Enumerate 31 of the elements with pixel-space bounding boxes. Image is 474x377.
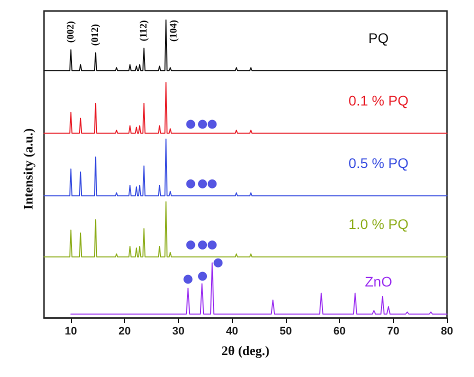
point	[198, 179, 208, 188]
x-tick-label: 70	[387, 326, 400, 338]
point	[198, 240, 208, 250]
annotation: (012)	[90, 24, 102, 46]
x-tick-label: 10	[64, 326, 77, 338]
point	[208, 179, 217, 188]
point	[186, 120, 196, 129]
point	[198, 120, 208, 129]
series-label: 1.0 % PQ	[348, 216, 409, 232]
point	[186, 179, 196, 188]
x-axis-title: 2θ (deg.)	[222, 343, 270, 358]
point	[214, 258, 223, 268]
point	[198, 272, 208, 281]
point	[208, 120, 217, 129]
y-axis-title: Intensity (a.u.)	[20, 128, 36, 210]
series-label: ZnO	[364, 273, 392, 290]
x-tick-label: 60	[333, 326, 346, 338]
x-tick-label: 50	[280, 326, 292, 338]
point	[184, 274, 193, 284]
annotation: (112)	[138, 20, 150, 42]
x-tick-label: 30	[172, 326, 184, 338]
series-label: PQ	[368, 30, 389, 46]
x-tick-label: 80	[440, 326, 454, 338]
x-tick-label: 20	[118, 326, 131, 338]
series-label: 0.1 % PQ	[348, 92, 409, 108]
annotation: (104)	[168, 20, 180, 42]
annotation: (002)	[65, 21, 76, 43]
point	[208, 240, 217, 250]
series-label: 0.5 % PQ	[348, 155, 409, 172]
x-tick-label: 40	[226, 326, 238, 338]
point	[186, 240, 196, 250]
